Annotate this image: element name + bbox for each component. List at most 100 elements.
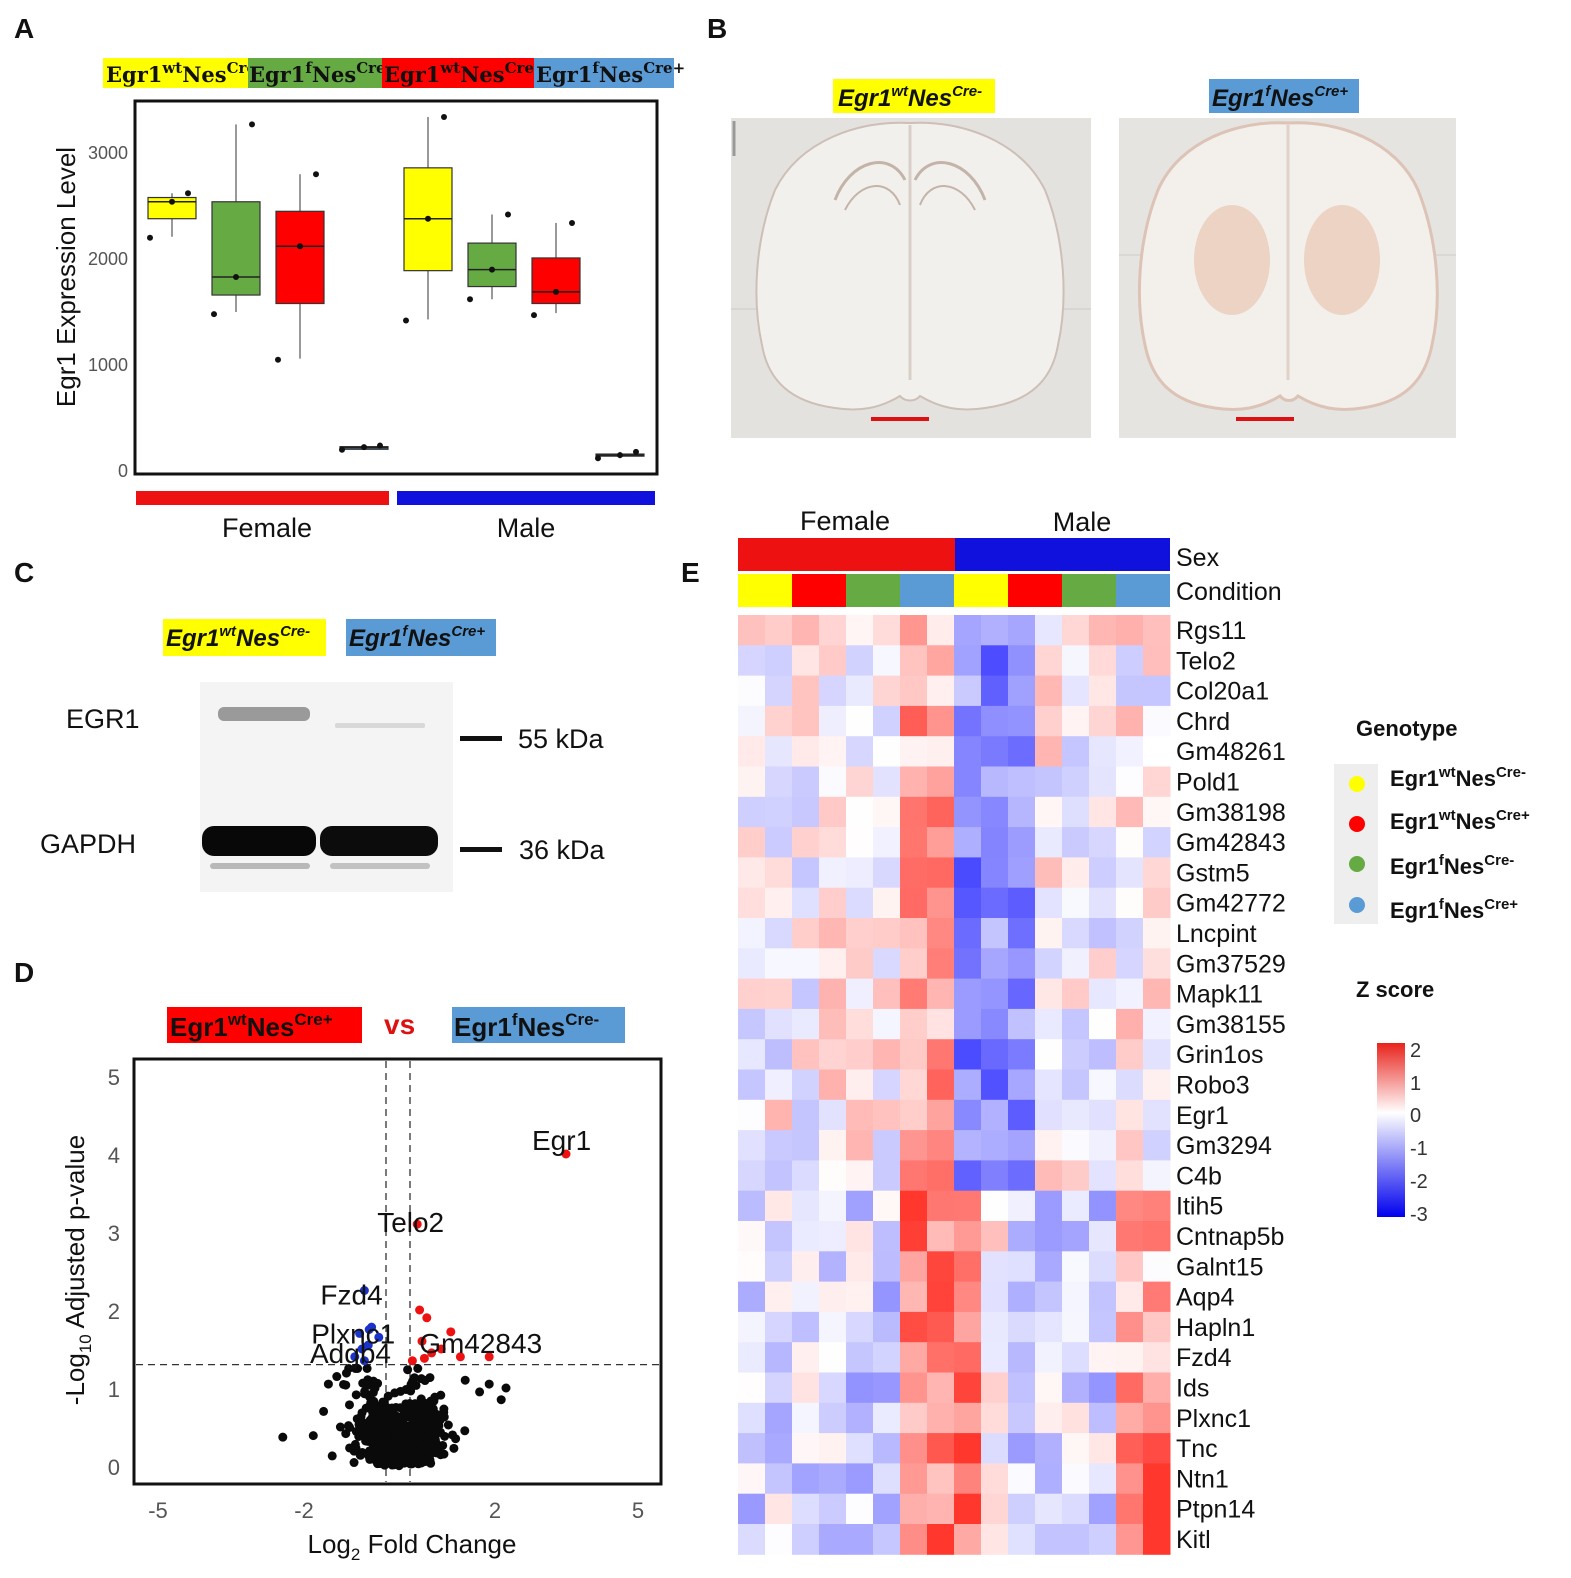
heatmap-cell <box>1008 827 1036 858</box>
heatmap-cell <box>1062 1372 1090 1404</box>
heatmap-cell <box>1116 1221 1144 1252</box>
heatmap-cell <box>981 1099 1009 1131</box>
heatmap-cell <box>1116 736 1144 767</box>
heatmap-cell <box>846 1099 874 1131</box>
heatmap-cell <box>954 1372 982 1404</box>
volcano-point-ns <box>449 1443 459 1453</box>
heatmap-cell <box>927 1099 955 1131</box>
heatmap-cell <box>1008 1493 1036 1525</box>
heatmap-cell <box>1062 978 1090 1010</box>
volcano-point-ns <box>373 1428 383 1438</box>
heatmap-cell <box>1008 615 1036 646</box>
volcano-point-down <box>374 1332 384 1342</box>
heatmap-cell <box>1116 1524 1144 1555</box>
heatmap-condition-cell <box>900 574 954 607</box>
volcano-point-ns <box>439 1412 449 1422</box>
heatmap-cell <box>1143 1402 1171 1434</box>
heatmap-cell <box>927 1372 955 1404</box>
heatmap-cell <box>1116 675 1144 707</box>
heatmap-cell <box>927 1402 955 1434</box>
heatmap-cell <box>846 1221 874 1252</box>
heatmap-cell <box>819 1281 847 1313</box>
heatmap-cell <box>819 1493 847 1525</box>
heatmap-cell <box>981 1493 1009 1525</box>
heatmap-condition-cell <box>738 574 792 607</box>
heatmap-cell <box>738 1069 766 1101</box>
heatmap-cell <box>765 615 793 646</box>
heatmap-cell <box>1089 705 1117 737</box>
zscore-tick-2: 2 <box>1410 1040 1421 1062</box>
boxplot-ytick-2000: 2000 <box>88 249 128 269</box>
heatmap-cell <box>738 1039 766 1070</box>
heatmap-cell <box>1143 1008 1171 1040</box>
heatmap-cell <box>1116 1311 1144 1343</box>
heatmap-cell <box>900 1160 928 1192</box>
heatmap-cell <box>1062 1463 1090 1495</box>
heatmap-cell <box>846 1524 874 1555</box>
heatmap-cell <box>846 827 874 858</box>
volcano-xtick-5: 5 <box>632 1498 644 1523</box>
heatmap-cell <box>792 705 820 737</box>
d-tag-wt-pos: Egr1wtNesCre+ <box>170 1010 333 1042</box>
heatmap-cell <box>765 1493 793 1525</box>
heatmap-cell <box>792 1311 820 1343</box>
volcano-point-ns <box>408 1414 418 1424</box>
female-label: Female <box>222 513 312 543</box>
heatmap-cell <box>873 1281 901 1313</box>
heatmap-cell <box>792 1160 820 1192</box>
heatmap-cell <box>981 645 1009 677</box>
heatmap-cell <box>1008 1311 1036 1343</box>
heatmap-cell <box>873 1311 901 1343</box>
volcano-point-ns <box>410 1405 420 1415</box>
heatmap-cell <box>1116 827 1144 858</box>
legend-dot-f-neg <box>1349 856 1365 872</box>
heatmap-cell <box>927 948 955 980</box>
egr1-band-wt <box>218 707 310 721</box>
volcano-point-ns <box>362 1364 372 1373</box>
heatmap-row-label-sex: Sex <box>1176 544 1220 572</box>
heatmap-gene-label: Pold1 <box>1176 769 1240 797</box>
heatmap-cell <box>927 1311 955 1343</box>
marker-55-label: 55 kDa <box>518 724 605 754</box>
b-tag-f-pos-bg <box>1209 79 1359 113</box>
heatmap-cell <box>1035 1493 1063 1525</box>
heatmap-cell <box>1035 796 1063 828</box>
box-iqr <box>211 201 261 296</box>
heatmap-cell <box>846 1463 874 1495</box>
heatmap-cell <box>819 1130 847 1161</box>
volcano-ytick-0: 0 <box>108 1455 120 1480</box>
boxplot-ylabel: Egr1 Expression Level <box>51 147 81 407</box>
heatmap-cell <box>792 857 820 889</box>
heatmap-cell <box>1116 1039 1144 1070</box>
heatmap-cell <box>873 1402 901 1434</box>
heatmap-cell <box>1089 827 1117 858</box>
heatmap-cell <box>873 1342 901 1373</box>
box-point <box>531 312 537 319</box>
heatmap-cell <box>765 918 793 949</box>
volcano-gene-label: Fzd4 <box>320 1280 382 1311</box>
heatmap-cell <box>792 1251 820 1283</box>
heatmap-cell <box>819 705 847 737</box>
volcano-point-ns <box>475 1387 485 1397</box>
heatmap-cell <box>1008 705 1036 737</box>
heatmap-cell <box>819 1372 847 1404</box>
heatmap-cell <box>765 1524 793 1555</box>
box-point <box>233 274 239 281</box>
volcano-point-ns <box>501 1383 511 1393</box>
heatmap-cell <box>819 1221 847 1252</box>
heatmap-gene-label: Itih5 <box>1176 1193 1223 1221</box>
heatmap-gene-label: C4b <box>1176 1162 1222 1190</box>
heatmap-gene-label: Hapln1 <box>1176 1314 1255 1342</box>
heatmap-cell <box>927 1524 955 1555</box>
heatmap-cell <box>1089 1251 1117 1283</box>
heatmap-cell <box>1062 705 1090 737</box>
volcano-point-ns <box>382 1402 392 1412</box>
heatmap-cell <box>738 1372 766 1404</box>
panel-a: Egr1wtNesCre- Egr1fNesCre- Egr1wtNesCre+… <box>51 58 685 543</box>
volcano-point-ns <box>407 1376 417 1386</box>
heatmap-cell <box>1143 1524 1171 1555</box>
heatmap-cell <box>1008 1433 1036 1464</box>
heatmap-cell <box>1008 1099 1036 1131</box>
heatmap-cell <box>738 615 766 646</box>
